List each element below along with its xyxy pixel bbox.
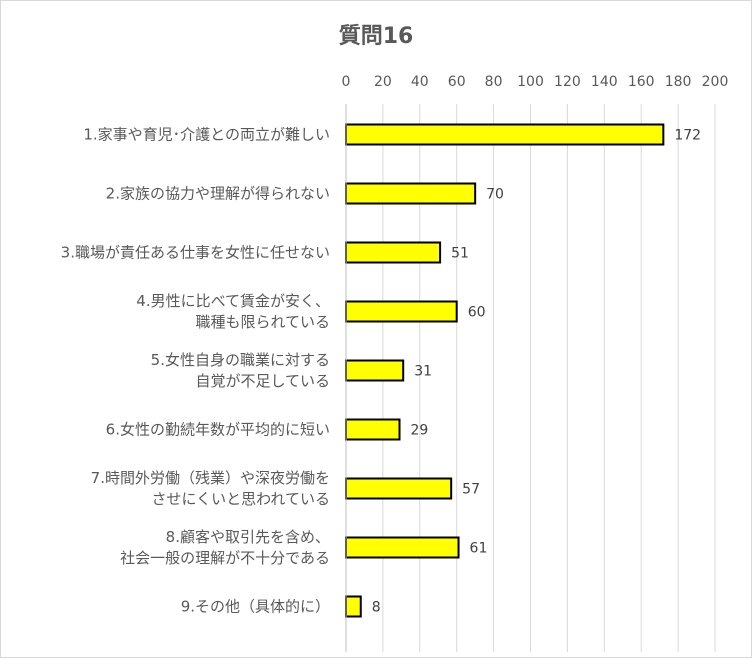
category-label: 8.顧客や取引先を含め、	[166, 528, 330, 546]
x-tick-label: 120	[554, 74, 581, 90]
data-label: 57	[462, 482, 480, 498]
bar	[345, 123, 665, 146]
x-tick-label: 80	[485, 74, 503, 90]
x-tick-label: 140	[591, 74, 618, 90]
data-label: 61	[470, 541, 488, 557]
data-label: 51	[451, 246, 469, 262]
x-tick-label: 0	[342, 74, 351, 90]
category-label: 7.時間外労働（残業）や深夜労働を	[91, 469, 330, 487]
bar	[345, 359, 405, 382]
bar	[345, 477, 453, 500]
category-label: 4.男性に比べて賃金が安く、	[136, 292, 330, 310]
x-tick-label: 60	[448, 74, 466, 90]
bar	[345, 536, 460, 559]
x-tick-label: 40	[411, 74, 429, 90]
data-label: 172	[674, 128, 701, 144]
data-label: 29	[411, 423, 429, 439]
category-label: 1.家事や育児･介護との両立が難しい	[83, 126, 330, 144]
category-label: 6.女性の勤続年数が平均的に短い	[106, 421, 330, 439]
category-label: 5.女性自身の職業に対する	[151, 351, 330, 369]
category-label: 社会一般の理解が不十分である	[120, 549, 330, 567]
data-label: 70	[486, 187, 504, 203]
x-tick-label: 180	[665, 74, 692, 90]
bar	[345, 300, 458, 323]
bar	[345, 241, 442, 264]
data-label: 60	[468, 305, 486, 321]
x-tick-label: 200	[702, 74, 729, 90]
category-label: 自覚が不足している	[195, 372, 330, 390]
category-label: 2.家族の協力や理解が得られない	[106, 185, 330, 203]
x-tick-label: 100	[517, 74, 544, 90]
category-label: 9.その他（具体的に）	[181, 598, 330, 616]
category-label: させにくいと思われている	[151, 490, 330, 508]
chart-title: 質問16	[338, 24, 414, 49]
bar	[345, 595, 362, 618]
x-tick-label: 160	[628, 74, 655, 90]
bar	[345, 182, 477, 205]
category-label: 職種も限られている	[195, 313, 330, 331]
bar	[345, 418, 401, 441]
data-label: 31	[414, 364, 432, 380]
category-label: 3.職場が責任ある仕事を女性に任せない	[61, 244, 330, 262]
data-label: 8	[372, 600, 381, 616]
x-tick-label: 20	[374, 74, 392, 90]
